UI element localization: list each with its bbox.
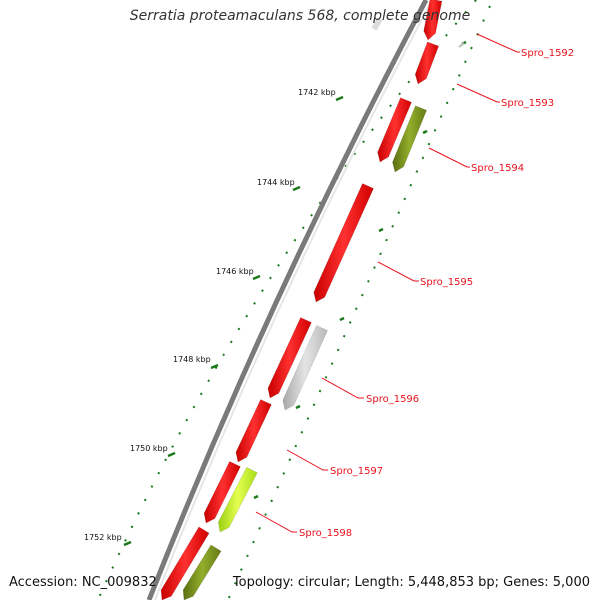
- gene-label-1595[interactable]: Spro_1595: [420, 277, 473, 288]
- top-mark: [371, 17, 383, 31]
- leader-line: [321, 377, 364, 399]
- gene-label-1594[interactable]: Spro_1594: [471, 163, 524, 174]
- gene-arrow-1596[interactable]: [282, 325, 328, 411]
- accession-text: Accession: NC_009832: [9, 575, 157, 590]
- gene-arrow-1599[interactable]: [160, 526, 210, 600]
- gene-labels: Spro_1592 Spro_1593 Spro_1594 Spro_1595 …: [299, 48, 574, 539]
- gene-arrow-1595[interactable]: [313, 183, 374, 303]
- gene-label-1593[interactable]: Spro_1593: [501, 98, 554, 109]
- scale-label-1742: 1742 kbp: [298, 88, 336, 97]
- gene-arrow-1598[interactable]: [217, 466, 258, 533]
- genome-backbone: [146, 0, 429, 600]
- scale-labels: 1742 kbp 1744 kbp 1746 kbp 1748 kbp 1750…: [84, 88, 336, 542]
- genome-backbone-highlight: [154, 0, 433, 600]
- gene-arrow-1592[interactable]: [423, 0, 443, 41]
- leader-line: [428, 147, 470, 168]
- top-mark: [458, 42, 465, 48]
- gene-label-1598[interactable]: Spro_1598: [299, 528, 352, 539]
- gene-label-1597[interactable]: Spro_1597: [330, 466, 383, 477]
- major-tick: [210, 363, 219, 370]
- scale-label-1746: 1746 kbp: [216, 267, 254, 276]
- gene-arrow-1596a[interactable]: [267, 317, 312, 399]
- leader-line: [255, 511, 297, 533]
- outer-scale-ring: [97, 0, 477, 600]
- inner-tick: [378, 227, 384, 233]
- gene-arrow-1599b[interactable]: [182, 544, 222, 600]
- scale-label-1750: 1750 kbp: [130, 444, 168, 453]
- gene-arrow-1593[interactable]: [414, 41, 439, 85]
- leader-lines: [255, 33, 520, 533]
- topology-text: Topology: circular; Length: 5,448,853 bp…: [232, 575, 590, 590]
- inner-tick: [253, 494, 259, 500]
- gene-features: [160, 0, 443, 600]
- gene-arrow-1594b[interactable]: [392, 105, 427, 173]
- leader-line: [286, 449, 328, 471]
- genome-title: Serratia proteamaculans 568, complete ge…: [129, 8, 471, 24]
- inner-tick: [295, 404, 301, 410]
- leader-line: [377, 261, 419, 282]
- major-tick: [335, 95, 344, 102]
- gene-arrow-1597[interactable]: [235, 399, 272, 463]
- leader-line: [476, 33, 520, 53]
- major-tick: [292, 185, 301, 192]
- major-tick: [252, 274, 261, 281]
- scale-label-1744: 1744 kbp: [257, 178, 295, 187]
- scale-label-1752: 1752 kbp: [84, 533, 122, 542]
- gene-arrow-1594[interactable]: [377, 97, 412, 163]
- major-tick: [167, 451, 176, 458]
- scale-label-1748: 1748 kbp: [173, 355, 211, 364]
- leader-line: [456, 83, 500, 103]
- gene-arrow-1598a[interactable]: [203, 461, 241, 524]
- inner-tick: [422, 129, 428, 135]
- major-ticks: [123, 95, 344, 547]
- gene-label-1592[interactable]: Spro_1592: [521, 48, 574, 59]
- gene-label-1596[interactable]: Spro_1596: [366, 394, 419, 405]
- inner-scale-ring: [227, 5, 491, 600]
- inner-ticks: [253, 40, 467, 500]
- inner-tick: [339, 316, 345, 322]
- major-tick: [123, 540, 132, 547]
